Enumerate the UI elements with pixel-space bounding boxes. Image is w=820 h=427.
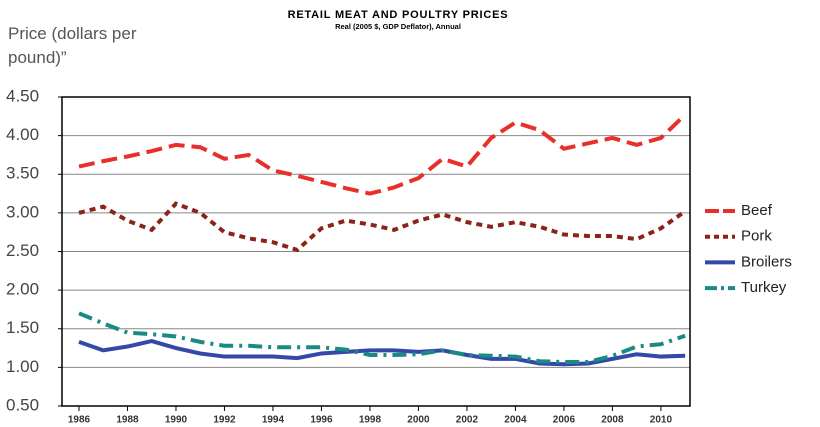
y-tick-label: 3.50 (6, 164, 39, 183)
plot-border (61, 96, 691, 407)
chart-title: RETAIL MEAT AND POULTRY PRICES (288, 9, 509, 21)
x-tick-label: 1988 (116, 415, 139, 426)
x-tick-label: 2004 (504, 415, 527, 426)
series-line (78, 201, 687, 253)
y-tick-label: 4.50 (6, 86, 39, 105)
legend-label: Beef (741, 202, 773, 219)
y-tick-label: 1.50 (6, 318, 39, 337)
legend-label: Turkey (741, 279, 787, 296)
y-tick-label: 0.50 (6, 395, 39, 414)
y-tick-label: 1.00 (6, 357, 39, 376)
y-tick-label: 2.00 (6, 280, 39, 299)
series-line (78, 339, 686, 367)
x-tick-label: 2000 (407, 415, 430, 426)
series-line (78, 311, 686, 364)
y-tick-label: 4.00 (6, 125, 39, 144)
x-tick-label: 2010 (650, 415, 673, 426)
x-tick-label: 1996 (310, 415, 333, 426)
x-tick-label: 2008 (601, 415, 624, 426)
x-tick-label: 2006 (553, 415, 576, 426)
x-tick-label: 1990 (165, 415, 188, 426)
y-tick-label: 2.50 (6, 241, 39, 260)
x-tick-label: 1998 (359, 415, 382, 426)
legend-label: Pork (741, 228, 772, 245)
x-tick-label: 1992 (213, 415, 236, 426)
legend-label: Broilers (741, 253, 792, 270)
x-tick-label: 1986 (68, 415, 91, 426)
x-tick-label: 1994 (262, 415, 285, 426)
series-line (78, 113, 687, 196)
chart-subtitle: Real (2005 $, GDP Deflator), Annual (335, 22, 461, 31)
y-axis-label: Price (dollars per pound)” (8, 24, 137, 67)
x-tick-label: 2002 (456, 415, 479, 426)
y-tick-label: 3.00 (6, 202, 39, 221)
